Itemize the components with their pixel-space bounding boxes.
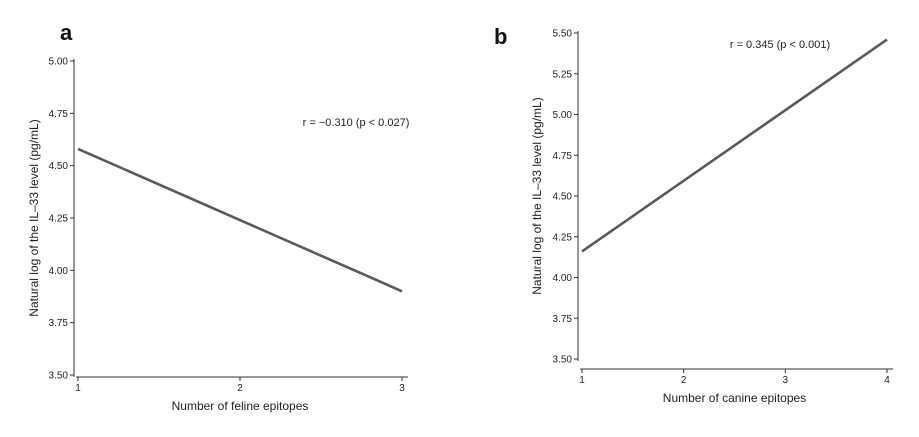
regression-line bbox=[77, 147, 403, 293]
x-tick-label: 3 bbox=[783, 375, 789, 386]
x-tick-label: 2 bbox=[237, 383, 243, 394]
x-tick-label: 2 bbox=[681, 375, 687, 386]
y-tick-label: 4.25 bbox=[49, 214, 69, 225]
y-tick-label: 5.00 bbox=[553, 110, 573, 121]
x-axis-title: Number of canine epitopes bbox=[663, 391, 806, 405]
y-tick-label: 4.75 bbox=[553, 151, 573, 162]
y-tick-label: 4.25 bbox=[553, 232, 573, 243]
correlation-annotation: r = 0.345 (p < 0.001) bbox=[730, 39, 830, 51]
correlation-annotation: r = −0.310 (p < 0.027) bbox=[303, 117, 410, 129]
y-tick-label: 5.00 bbox=[49, 57, 69, 68]
x-tick-label: 1 bbox=[579, 375, 585, 386]
x-tick-label: 3 bbox=[399, 383, 405, 394]
y-tick-label: 5.50 bbox=[553, 29, 573, 40]
x-tick-label: 4 bbox=[884, 375, 890, 386]
y-tick-label: 3.75 bbox=[49, 318, 69, 329]
y-tick-label: 3.50 bbox=[553, 355, 573, 366]
regression-line bbox=[581, 38, 888, 253]
y-tick-label: 4.00 bbox=[553, 273, 573, 284]
y-tick-label: 4.50 bbox=[553, 192, 573, 203]
y-axis-title: Natural log of the IL–33 level (pg/mL) bbox=[530, 97, 544, 294]
panel-b: b 3.50 3.75 4.00 4.25 4.50 4.75 5.00 5.25 5.50 1 2 3… bbox=[494, 24, 893, 405]
y-tick-label: 4.50 bbox=[49, 161, 69, 172]
y-axis-title: Natural log of the IL–33 level (pg/mL) bbox=[27, 119, 41, 316]
panel-a: a 3.50 3.75 4.00 4.25 4.50 4.75 5.00 1 2 3 Number o… bbox=[27, 20, 409, 413]
panel-letter: b bbox=[494, 24, 507, 49]
y-tick-label: 4.00 bbox=[49, 266, 69, 277]
y-tick-label: 3.75 bbox=[553, 314, 573, 325]
x-tick-label: 1 bbox=[75, 383, 81, 394]
panel-letter: a bbox=[60, 20, 73, 45]
y-tick-label: 5.25 bbox=[553, 69, 573, 80]
y-tick-label: 4.75 bbox=[49, 109, 69, 120]
x-axis-title: Number of feline epitopes bbox=[172, 399, 309, 413]
y-tick-label: 3.50 bbox=[49, 371, 69, 382]
